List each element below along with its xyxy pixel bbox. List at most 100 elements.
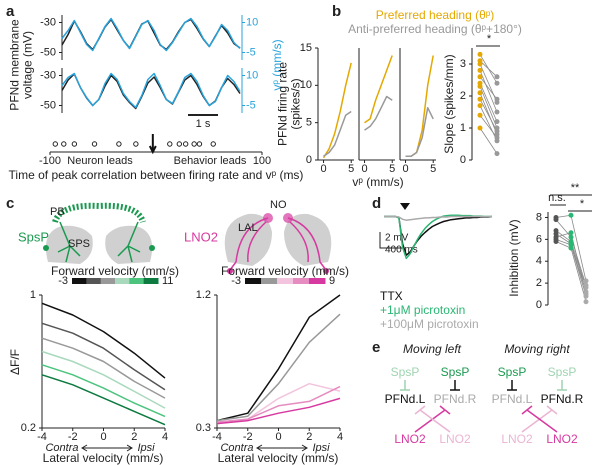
point <box>477 103 483 109</box>
node: PFNd.R <box>541 392 584 406</box>
scale-bar-label: 400 ms <box>385 245 418 256</box>
series-line <box>322 62 352 159</box>
x-axis-label: Time of peak correlation between firing … <box>9 168 304 182</box>
soma <box>43 245 49 251</box>
point <box>583 278 589 284</box>
point <box>477 112 483 118</box>
circuit: Moving left Moving right SpsP SpsP PFNd.… <box>385 342 584 446</box>
point <box>477 67 483 73</box>
colorbar-segment <box>115 278 130 284</box>
point <box>210 141 216 147</box>
y-axis-label: Slope (spikes/mm) <box>442 54 456 153</box>
spsp-diagram: PB SPS SpsP <box>18 202 155 264</box>
stimulus-marker <box>400 203 410 210</box>
pair-line <box>479 83 498 122</box>
panel-label: a <box>6 3 15 20</box>
x-tick-label: -4 <box>37 431 47 443</box>
series-line <box>41 364 166 418</box>
circuit-title: Moving right <box>504 342 570 356</box>
annotation: Behavior leads <box>174 155 247 167</box>
y2-tick-label: 10 <box>246 69 258 81</box>
region-label: NO <box>270 199 287 211</box>
point <box>494 96 500 102</box>
colorbar-segment <box>143 278 159 284</box>
point <box>477 51 483 57</box>
y-tick-label: 0 <box>306 154 312 166</box>
x-tick-label: 5 <box>389 163 395 175</box>
pair-line <box>479 76 498 100</box>
series-line <box>41 337 166 399</box>
y2-tick-label: -5 <box>246 99 256 111</box>
node: PFNd.L <box>385 392 426 406</box>
node: PFNd.R <box>434 392 477 406</box>
panel-label: c <box>6 195 14 212</box>
x-tick-label: 4 <box>337 431 343 443</box>
pair-line <box>479 99 498 132</box>
colorbar-tick-label: -3 <box>231 275 241 287</box>
y-tick-label: 1.2 <box>196 289 211 301</box>
colorbar-segment <box>129 278 145 284</box>
colorbar-label: Forward velocity (mm/s) <box>51 264 179 278</box>
point <box>568 212 574 218</box>
point <box>196 141 203 147</box>
series-line <box>216 385 341 423</box>
direction-arrow <box>256 444 308 452</box>
node: PFNd.L <box>492 392 533 406</box>
colorbar-segment <box>86 278 102 284</box>
y-axis-label: PFNd firing rate <box>276 62 290 146</box>
point <box>71 141 78 147</box>
x-tick-label: -2 <box>68 431 78 443</box>
colorbar-segment <box>277 278 294 284</box>
x-tick-label: -2 <box>243 431 253 443</box>
point <box>494 119 500 125</box>
inhibition <box>400 380 410 391</box>
node: LNO2 <box>501 432 533 446</box>
direction-label: Contra <box>220 442 253 454</box>
x-tick-label: 0 <box>100 431 106 443</box>
panel-label: d <box>372 195 381 212</box>
region-label: LAL <box>238 222 258 234</box>
node: SpsP <box>391 365 420 379</box>
series-line <box>61 18 241 51</box>
y-tick-label: 15 <box>300 42 312 54</box>
pair-line <box>570 244 587 297</box>
lno2-diagram: NO LAL LNO2 <box>184 199 332 274</box>
x-tick-label: -4 <box>212 431 222 443</box>
pair-line <box>479 60 498 78</box>
inhibition <box>507 380 517 391</box>
node: SpsP <box>548 365 577 379</box>
point <box>52 141 58 147</box>
significance: n.s. <box>548 192 566 204</box>
pair-line <box>479 127 498 154</box>
region-label: SPS <box>68 238 90 250</box>
y2-tick-label: 10 <box>246 16 258 28</box>
significance: * <box>580 198 585 210</box>
colorbar-segment <box>293 278 310 284</box>
scale-bar <box>379 232 402 249</box>
point <box>494 128 500 134</box>
x-tick-label: 0 <box>320 163 326 175</box>
x-tick-label: 4 <box>162 431 168 443</box>
pair-line <box>479 92 498 135</box>
inhibition <box>450 380 460 391</box>
x-tick-label: 0 <box>275 431 281 443</box>
scale-bar-label: 1 s <box>196 118 211 130</box>
x-tick-label: 2 <box>306 431 312 443</box>
y-tick-label: 0 <box>536 299 542 311</box>
legend-entry: TTX <box>380 289 403 303</box>
x-tick-label: 5 <box>430 163 436 175</box>
colorbar-segment <box>72 278 87 284</box>
neuron <box>229 217 327 271</box>
pair-line <box>479 70 498 113</box>
soma <box>227 268 233 274</box>
node: SpsP <box>441 365 470 379</box>
series-line <box>41 322 166 391</box>
y-tick-label: 0.2 <box>21 422 36 434</box>
pair-line <box>555 238 572 246</box>
y-tick-label: 2 <box>536 277 542 289</box>
median-arrow <box>148 134 157 155</box>
point <box>182 141 189 147</box>
neuron-label: LNO2 <box>184 229 218 244</box>
series-line <box>216 397 341 425</box>
series-line <box>41 302 166 379</box>
